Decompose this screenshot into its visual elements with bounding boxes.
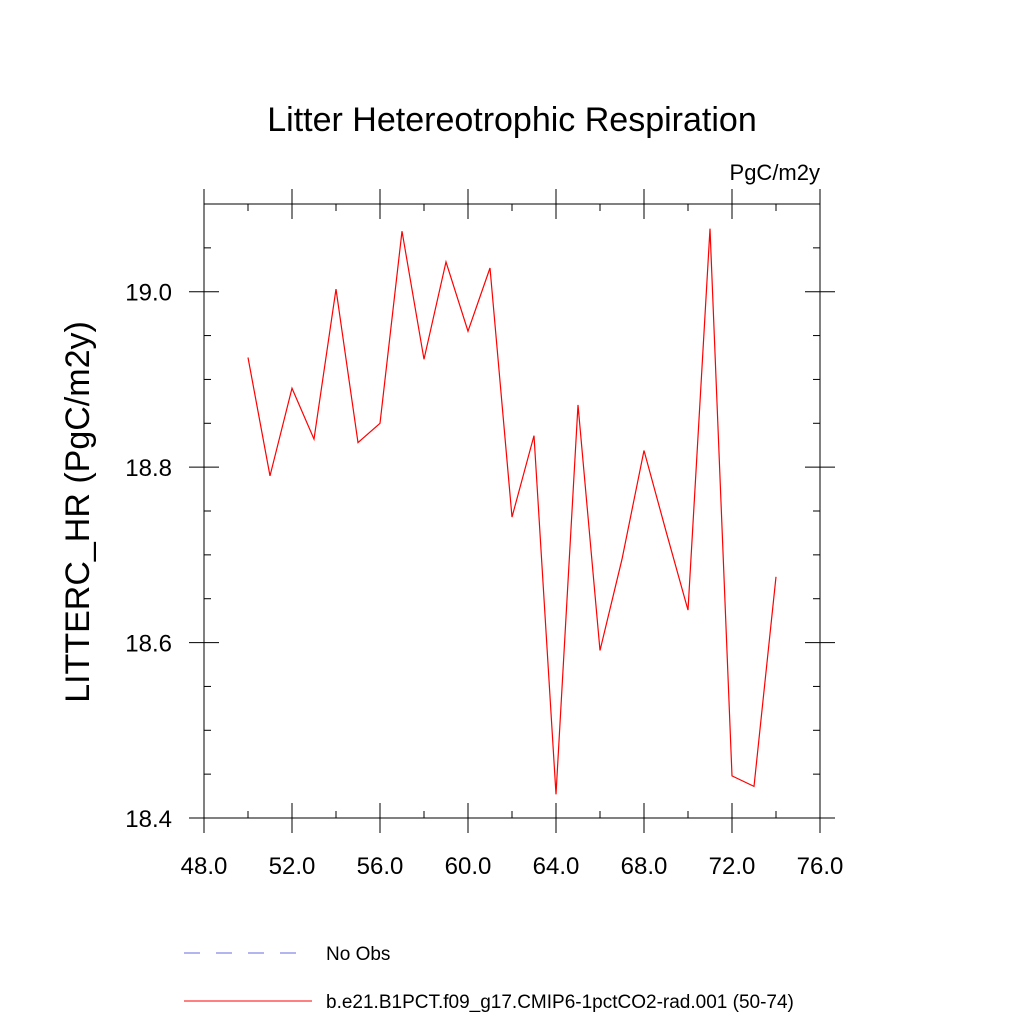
y-axis-label: LITTERC_HR (PgC/m2y)	[59, 321, 97, 703]
series-line	[247, 228, 777, 795]
legend-label: No Obs	[326, 944, 390, 965]
units-label: PgC/m2y	[730, 160, 820, 185]
y-tick-label: 18.6	[125, 631, 172, 658]
legend-label: b.e21.B1PCT.f09_g17.CMIP6-1pctCO2-rad.00…	[326, 992, 794, 1013]
x-tick-label: 52.0	[269, 853, 316, 880]
series-layer	[247, 228, 777, 795]
x-tick-label: 56.0	[357, 853, 404, 880]
y-tick-label: 19.0	[125, 280, 172, 307]
y-tick-label: 18.4	[125, 806, 172, 833]
x-tick-label: 48.0	[181, 853, 228, 880]
chart-title: Litter Hetereotrophic Respiration	[267, 101, 756, 139]
x-tick-label: 68.0	[621, 853, 668, 880]
x-tick-label: 60.0	[445, 853, 492, 880]
axis-ticks: 48.0 52.0 56.0 60.0 64.0 68.0 72.0 76.0 18.4 18.6…	[125, 189, 843, 880]
x-tick-label: 72.0	[709, 853, 756, 880]
x-tick-label: 76.0	[797, 853, 844, 880]
legend: No Obs b.e21.B1PCT.f09_g17.CMIP6-1pctCO2-…	[184, 944, 794, 1013]
x-tick-label: 64.0	[533, 853, 580, 880]
y-tick-label: 18.8	[125, 455, 172, 482]
